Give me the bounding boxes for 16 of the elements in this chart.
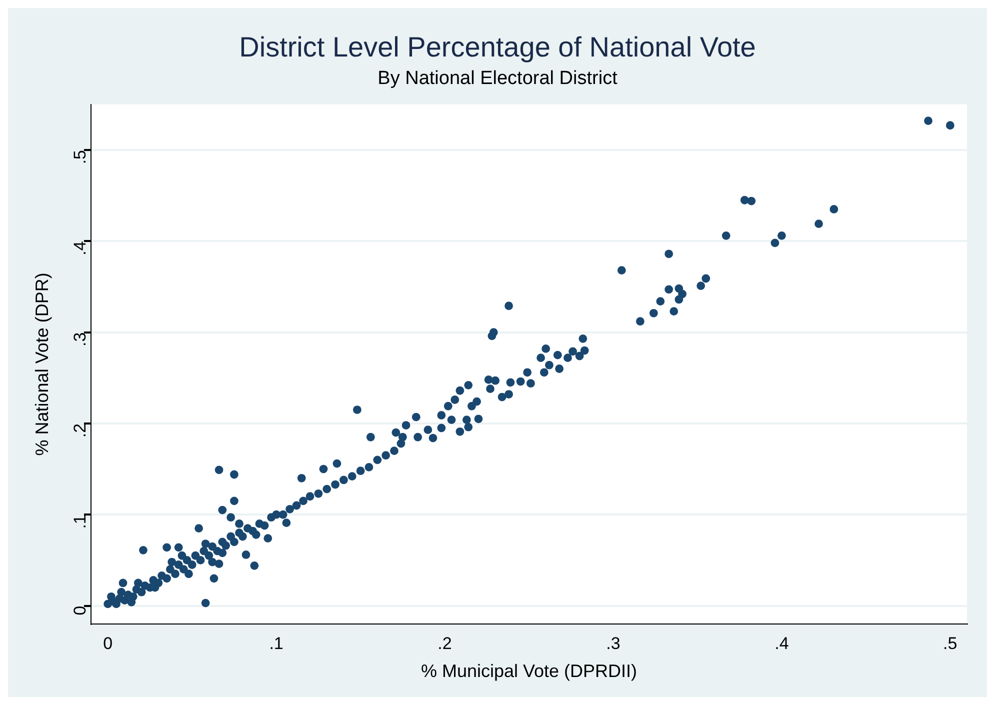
x-tick-label: .2 xyxy=(438,634,452,653)
y-axis-title: % National Vote (DPR) xyxy=(32,272,52,456)
y-tick-label: .1 xyxy=(70,514,90,529)
chart-subtitle: By National Electoral District xyxy=(378,68,618,90)
y-tick-label: .2 xyxy=(70,423,90,438)
x-tick-label: .3 xyxy=(606,634,620,653)
x-tick-label: .4 xyxy=(774,634,789,653)
chart-title: District Level Percentage of National Vote xyxy=(239,32,756,63)
y-tick-label: .4 xyxy=(70,241,90,256)
x-tick-label: 0 xyxy=(103,634,113,653)
x-tick-label: .5 xyxy=(943,634,958,653)
y-tick-label: 0 xyxy=(70,606,90,616)
y-tick-label: .3 xyxy=(70,332,90,346)
x-axis-title: % Municipal Vote (DPRDII) xyxy=(420,661,638,682)
y-tick-label: .5 xyxy=(70,150,90,164)
x-tick-label: .1 xyxy=(269,634,284,653)
